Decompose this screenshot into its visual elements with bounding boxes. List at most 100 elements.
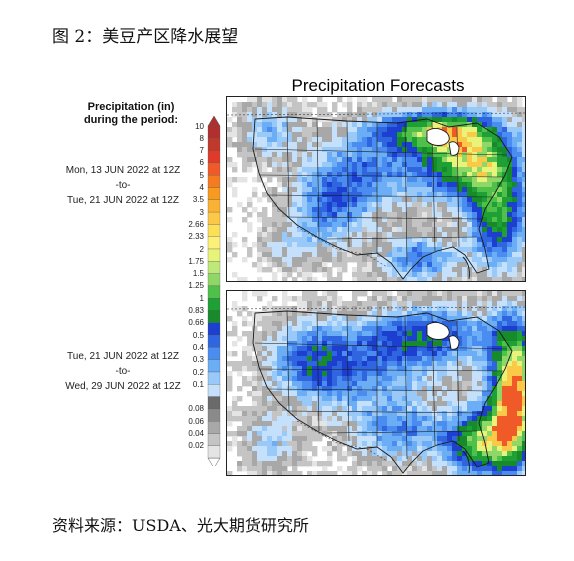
precip-cell (502, 177, 508, 183)
precip-cell (447, 237, 453, 243)
legend-swatch (207, 445, 221, 459)
precip-cell (507, 296, 513, 302)
precip-cell (352, 202, 358, 208)
precip-cell (257, 461, 263, 467)
precip-cell (382, 296, 388, 302)
precip-cell (287, 257, 293, 263)
precip-cell (372, 262, 378, 268)
precip-cell (452, 247, 458, 253)
precip-cell (262, 446, 268, 452)
precip-cell (227, 381, 233, 387)
precip-cell (357, 406, 363, 412)
precip-cell (382, 217, 388, 223)
precip-cell (437, 207, 443, 213)
precip-cell (447, 371, 453, 377)
precip-cell (352, 441, 358, 447)
precip-cell (507, 147, 513, 153)
precip-cell (462, 321, 468, 327)
precip-cell (372, 157, 378, 163)
precip-cell (362, 217, 368, 223)
precip-cell (382, 301, 388, 307)
precip-cell (262, 167, 268, 173)
precip-cell (522, 182, 525, 188)
precip-cell (337, 436, 343, 442)
precip-cell (467, 436, 473, 442)
precip-cell (477, 102, 483, 108)
precip-cell (487, 366, 493, 372)
precip-cell (497, 132, 503, 138)
precip-cell (337, 172, 343, 178)
precip-cell (287, 242, 293, 248)
precip-cell (432, 97, 438, 103)
precip-cell (502, 107, 508, 113)
precip-cell (382, 197, 388, 203)
precip-cell (477, 142, 483, 148)
precip-cell (337, 167, 343, 173)
precip-cell (322, 262, 328, 268)
precip-cell (362, 112, 368, 118)
precip-cell (302, 197, 308, 203)
legend-swatch (207, 371, 221, 385)
precip-cell (277, 97, 283, 103)
precip-cell (497, 316, 503, 322)
precip-cell (412, 122, 418, 128)
precip-cell (387, 197, 393, 203)
precip-cell (412, 252, 418, 258)
precip-cell (412, 127, 418, 133)
precip-cell (422, 331, 428, 337)
precip-cell (472, 426, 478, 432)
precip-cell (357, 376, 363, 382)
precip-cell (232, 122, 238, 128)
precip-cell (312, 381, 318, 387)
precip-cell (317, 147, 323, 153)
precip-cell (502, 137, 508, 143)
precip-cell (507, 301, 513, 307)
precip-cell (342, 311, 348, 317)
precip-cell (262, 162, 268, 168)
legend-swatch (207, 273, 221, 287)
precip-cell (357, 391, 363, 397)
precip-cell (517, 227, 523, 233)
precip-cell (502, 441, 508, 447)
precip-cell (462, 336, 468, 342)
precip-cell (337, 406, 343, 412)
precip-cell (387, 311, 393, 317)
precip-cell (467, 351, 473, 357)
precip-cell (257, 97, 263, 103)
precip-cell (292, 227, 298, 233)
precip-cell (457, 112, 463, 118)
precip-cell (287, 162, 293, 168)
precip-cell (427, 336, 433, 342)
precip-cell (507, 346, 513, 352)
precip-cell (422, 436, 428, 442)
precip-cell (387, 277, 393, 281)
precip-cell (237, 396, 243, 402)
precip-cell (357, 331, 363, 337)
precip-cell (462, 257, 468, 263)
precip-cell (417, 197, 423, 203)
precip-cell (252, 262, 258, 268)
precip-cell (387, 386, 393, 392)
precip-cell (357, 396, 363, 402)
state-boundary (286, 410, 484, 414)
precip-cell (337, 242, 343, 248)
precip-cell (422, 386, 428, 392)
precip-cell (257, 351, 263, 357)
precip-cell (292, 426, 298, 432)
precip-cell (482, 351, 488, 357)
precip-cell (302, 262, 308, 268)
precip-cell (312, 237, 318, 243)
precip-cell (432, 346, 438, 352)
precip-cell (317, 172, 323, 178)
precip-cell (442, 207, 448, 213)
precip-cell (492, 147, 498, 153)
precip-cell (332, 157, 338, 163)
precip-cell (477, 456, 483, 462)
precip-cell (287, 222, 293, 228)
precip-cell (312, 252, 318, 258)
precip-cell (282, 187, 288, 193)
precip-cell (447, 466, 453, 472)
precip-cell (497, 237, 503, 243)
precip-cell (297, 102, 303, 108)
precip-cell (497, 461, 503, 467)
